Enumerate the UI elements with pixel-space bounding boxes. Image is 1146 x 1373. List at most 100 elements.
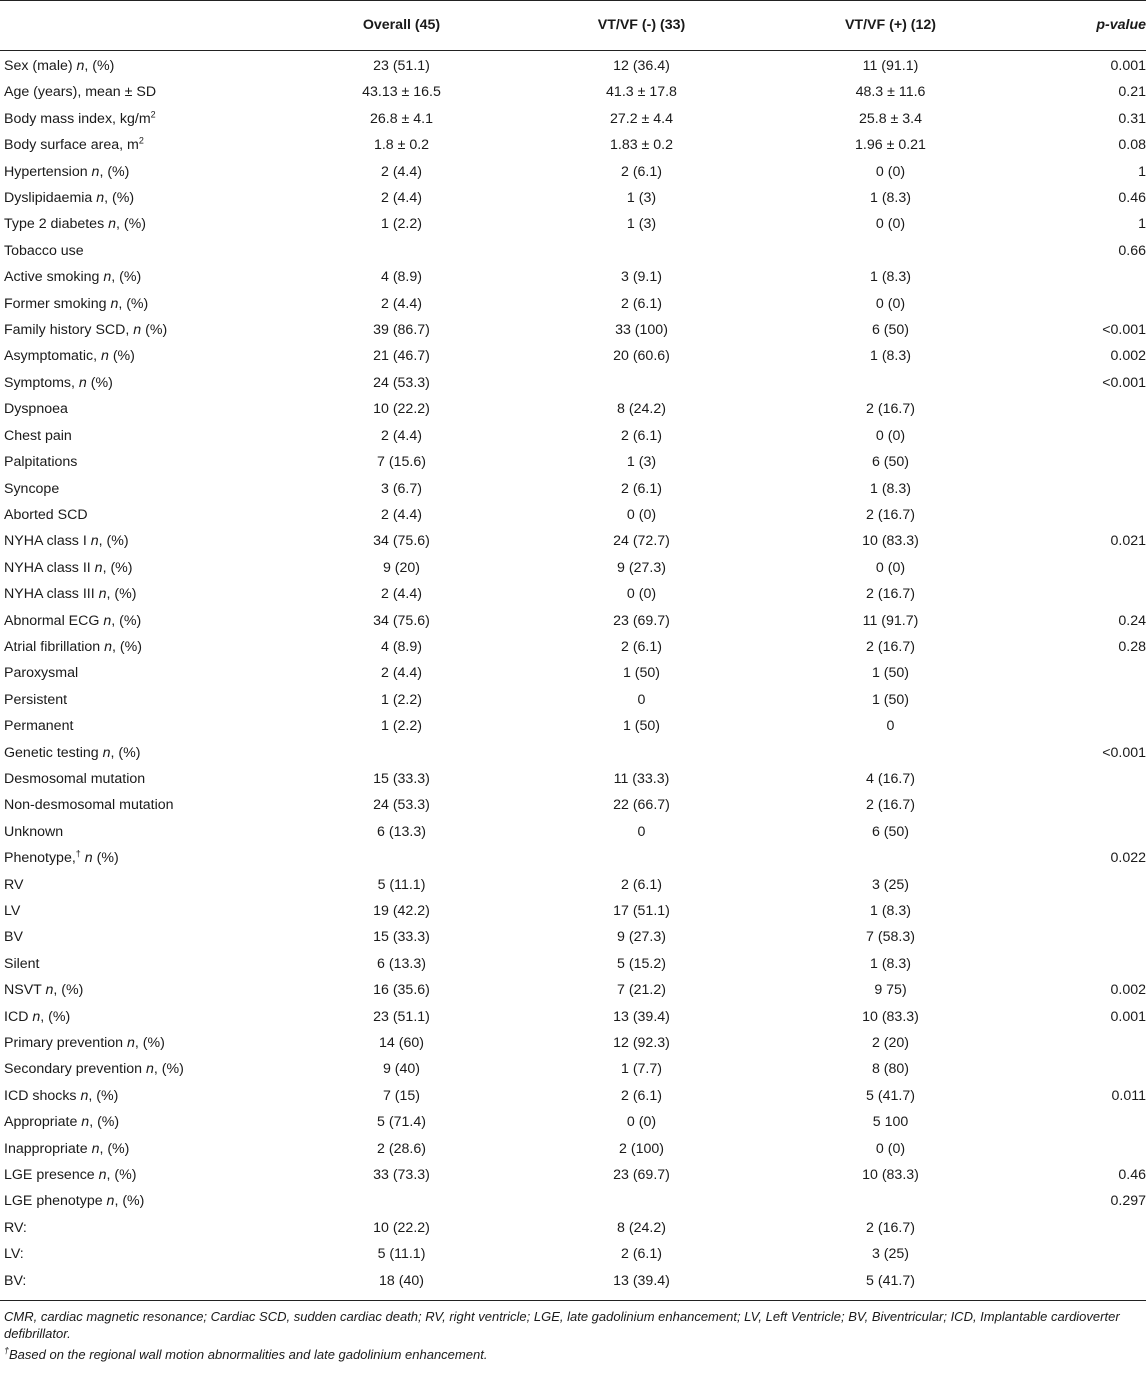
row-label: Body mass index, kg/m2 bbox=[4, 109, 156, 127]
cell-vtvf-negative: 41.3 ± 17.8 bbox=[606, 84, 677, 101]
cell-p-value: 0.002 bbox=[1110, 982, 1146, 999]
cell-vtvf-positive: 9 75) bbox=[874, 982, 907, 999]
cell-vtvf-positive: 2 (20) bbox=[871, 1035, 910, 1052]
cell-p-value bbox=[1007, 1267, 1146, 1302]
cell-overall: 5 (11.1) bbox=[377, 876, 426, 893]
cell-overall: 10 (22.2) bbox=[373, 1219, 430, 1236]
cell-vtvf-positive: 11 (91.7) bbox=[862, 612, 919, 629]
cell-p-value: 0.66 bbox=[1118, 242, 1146, 259]
cell-vtvf-negative: 0 (0) bbox=[626, 586, 657, 603]
row-label: LV: bbox=[4, 1246, 24, 1263]
table-row: RV: 10 (22.2) 8 (24.2) 2 (16.7) bbox=[0, 1215, 1146, 1241]
cell-vtvf-negative: 2 (6.1) bbox=[620, 163, 662, 180]
cell-overall: 7 (15) bbox=[382, 1087, 421, 1104]
cell-p-value: <0.001 bbox=[1102, 744, 1146, 761]
cell-vtvf-positive: 1.96 ± 0.21 bbox=[855, 137, 926, 154]
table-row: BV: 18 (40) 13 (39.4) 5 (41.7) bbox=[0, 1267, 1146, 1302]
cell-vtvf-positive: 2 (16.7) bbox=[866, 401, 915, 418]
row-label: ICD shocks n, (%) bbox=[4, 1087, 119, 1104]
row-label: Genetic testing n, (%) bbox=[4, 744, 141, 761]
table-row: Dyspnoea 10 (22.2) 8 (24.2) 2 (16.7) bbox=[0, 396, 1146, 422]
table-row: Active smoking n, (%) 4 (8.9) 3 (9.1) 1 (8.… bbox=[0, 264, 1146, 290]
row-label: Abnormal ECG n, (%) bbox=[4, 612, 142, 629]
cell-p-value: 0.24 bbox=[1118, 612, 1146, 629]
cell-p-value bbox=[1007, 924, 1146, 950]
row-label: Tobacco use bbox=[4, 242, 84, 259]
table-row: Syncope 3 (6.7) 2 (6.1) 1 (8.3) bbox=[0, 476, 1146, 502]
cell-overall bbox=[294, 740, 509, 766]
cell-vtvf-positive: 3 (25) bbox=[871, 876, 910, 893]
cell-p-value bbox=[1007, 581, 1146, 607]
cell-overall: 23 (51.1) bbox=[373, 1008, 430, 1025]
cell-vtvf-positive: 0 bbox=[886, 718, 895, 735]
cell-p-value bbox=[1007, 872, 1146, 898]
header-vtvf-negative: VT/VF (-) (33) bbox=[509, 0, 774, 51]
cell-vtvf-negative: 8 (24.2) bbox=[617, 1219, 666, 1236]
cell-overall: 2 (4.4) bbox=[380, 665, 422, 682]
table-row: Phenotype,† n (%) 0.022 bbox=[0, 845, 1146, 871]
cell-overall: 33 (73.3) bbox=[373, 1167, 430, 1184]
row-label: Atrial fibrillation n, (%) bbox=[4, 638, 142, 655]
cell-p-value bbox=[1007, 396, 1146, 422]
row-label: Non-desmosomal mutation bbox=[4, 797, 174, 814]
row-label: LGE phenotype n, (%) bbox=[4, 1193, 145, 1210]
table-row: Atrial fibrillation n, (%) 4 (8.9) 2 (6.1)… bbox=[0, 634, 1146, 660]
cell-overall: 23 (51.1) bbox=[373, 58, 430, 74]
cell-vtvf-positive: 1 (50) bbox=[871, 691, 910, 708]
cell-vtvf-positive: 1 (50) bbox=[871, 665, 910, 682]
cell-vtvf-positive bbox=[774, 238, 1007, 264]
cell-vtvf-negative: 33 (100) bbox=[615, 322, 668, 339]
cell-p-value bbox=[1007, 687, 1146, 713]
cell-overall: 6 (13.3) bbox=[377, 955, 426, 972]
cell-vtvf-negative: 11 (33.3) bbox=[613, 770, 670, 787]
row-label: NYHA class I n, (%) bbox=[4, 533, 129, 550]
cell-overall: 19 (42.2) bbox=[373, 903, 430, 919]
cell-overall: 1 (2.2) bbox=[380, 216, 422, 233]
header-overall: Overall (45) bbox=[294, 0, 509, 51]
row-label: BV bbox=[4, 929, 23, 946]
row-label: NYHA class II n, (%) bbox=[4, 559, 133, 576]
cell-vtvf-negative: 2 (100) bbox=[619, 1140, 664, 1157]
dagger-symbol: † bbox=[4, 1345, 10, 1356]
cell-p-value bbox=[1007, 423, 1146, 449]
cell-vtvf-positive: 0 (0) bbox=[875, 1140, 906, 1157]
cell-p-value: 0.002 bbox=[1110, 348, 1146, 365]
cell-vtvf-negative: 2 (6.1) bbox=[620, 427, 662, 444]
table-row: Secondary prevention n, (%) 9 (40) 1 (7.7)… bbox=[0, 1056, 1146, 1082]
cell-vtvf-negative bbox=[509, 845, 774, 871]
row-label: LV bbox=[4, 903, 21, 919]
table-row: Inappropriate n, (%) 2 (28.6) 2 (100) 0 (0) bbox=[0, 1136, 1146, 1162]
cell-p-value: 0.46 bbox=[1118, 1167, 1146, 1184]
cell-p-value: 0.21 bbox=[1118, 84, 1146, 101]
cell-p-value bbox=[1007, 951, 1146, 977]
table-row: Palpitations 7 (15.6) 1 (3) 6 (50) bbox=[0, 449, 1146, 475]
row-label: Syncope bbox=[4, 480, 60, 497]
table-row: Symptoms, n (%) 24 (53.3) <0.001 bbox=[0, 370, 1146, 396]
cell-vtvf-positive: 5 (41.7) bbox=[866, 1087, 915, 1104]
cell-vtvf-negative: 12 (36.4) bbox=[613, 58, 670, 74]
cell-overall: 2 (4.4) bbox=[380, 586, 422, 603]
row-label: Silent bbox=[4, 955, 40, 972]
cell-overall: 4 (8.9) bbox=[380, 638, 422, 655]
cell-p-value: 1 bbox=[1138, 163, 1146, 180]
table-body: Sex (male) n, (%) 23 (51.1) 12 (36.4) 11 (9… bbox=[0, 51, 1146, 1302]
cell-p-value: <0.001 bbox=[1102, 374, 1146, 391]
cell-p-value: 1 bbox=[1138, 216, 1146, 233]
cell-vtvf-negative: 1 (3) bbox=[626, 454, 657, 471]
cell-vtvf-positive: 5 (41.7) bbox=[774, 1267, 1007, 1302]
cell-vtvf-positive: 10 (83.3) bbox=[862, 533, 919, 550]
cell-vtvf-negative bbox=[509, 1188, 774, 1214]
table-row: LGE presence n, (%) 33 (73.3) 23 (69.7) 10 … bbox=[0, 1162, 1146, 1188]
cell-overall: 3 (6.7) bbox=[380, 480, 422, 497]
table-row: Sex (male) n, (%) 23 (51.1) 12 (36.4) 11 (9… bbox=[0, 51, 1146, 80]
row-label: Age (years), mean ± SD bbox=[4, 84, 157, 101]
cell-vtvf-positive: 11 (91.1) bbox=[862, 58, 919, 74]
row-label: Dyspnoea bbox=[4, 401, 68, 418]
table-row: Tobacco use 0.66 bbox=[0, 238, 1146, 264]
row-label: Palpitations bbox=[4, 454, 78, 471]
cell-overall: 34 (75.6) bbox=[373, 612, 430, 629]
cell-overall: 2 (4.4) bbox=[380, 295, 422, 312]
cell-p-value: 0.011 bbox=[1111, 1087, 1146, 1104]
row-label: Persistent bbox=[4, 691, 68, 708]
cell-p-value bbox=[1007, 264, 1146, 290]
